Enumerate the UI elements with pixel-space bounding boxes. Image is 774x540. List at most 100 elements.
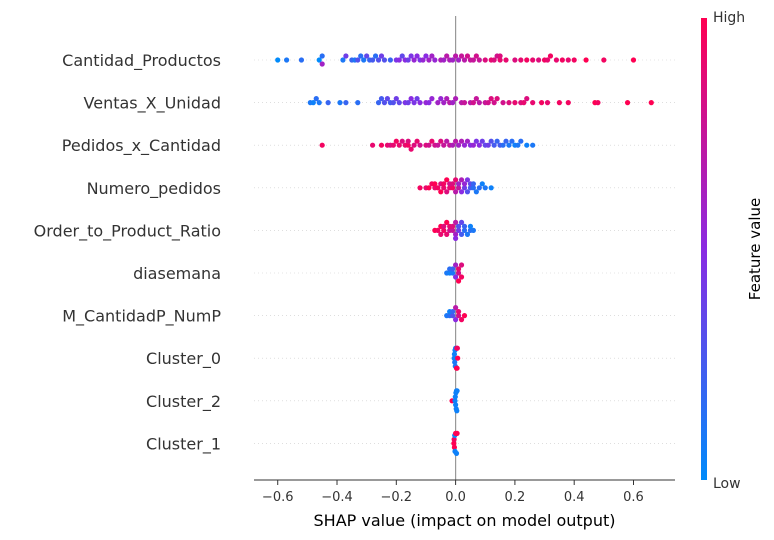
shap-point bbox=[461, 227, 468, 233]
shap-point bbox=[454, 408, 460, 414]
shap-point bbox=[441, 57, 447, 63]
shap-point bbox=[524, 96, 530, 102]
shap-point bbox=[455, 355, 461, 361]
x-ticks: −0.6 −0.4 −0.2 0.0 0.2 0.4 0.6 bbox=[262, 480, 644, 505]
shap-point bbox=[319, 61, 325, 67]
shap-point bbox=[396, 142, 402, 148]
shap-point bbox=[361, 57, 367, 63]
shap-point bbox=[450, 266, 456, 272]
shap-point bbox=[408, 53, 414, 59]
shap-point bbox=[476, 142, 482, 148]
shap-point bbox=[470, 227, 476, 233]
shap-point bbox=[476, 57, 482, 63]
shap-point bbox=[464, 177, 471, 183]
shap-point bbox=[426, 142, 432, 148]
shap-point bbox=[479, 181, 485, 187]
x-tick-label: −0.6 bbox=[262, 490, 294, 505]
shap-point bbox=[343, 53, 349, 59]
shap-point bbox=[503, 138, 509, 144]
shap-point bbox=[408, 146, 414, 152]
feature-label: Cantidad_Productos bbox=[62, 51, 221, 71]
shap-point bbox=[378, 96, 385, 102]
shap-point bbox=[565, 57, 571, 63]
shap-point bbox=[310, 100, 316, 106]
shap-point bbox=[441, 223, 447, 229]
shap-point bbox=[455, 227, 462, 233]
shap-point bbox=[571, 57, 577, 63]
shap-point bbox=[455, 270, 462, 276]
shap-point bbox=[455, 142, 462, 148]
x-tick-label: 0.4 bbox=[564, 490, 585, 505]
shap-point bbox=[319, 53, 325, 59]
shap-point bbox=[444, 138, 450, 144]
shap-point bbox=[451, 351, 458, 357]
shap-point bbox=[488, 96, 494, 102]
shap-point bbox=[399, 138, 405, 144]
shap-point bbox=[506, 142, 512, 148]
shap-point bbox=[451, 436, 457, 442]
shap-point bbox=[444, 177, 450, 183]
shap-point bbox=[378, 53, 385, 59]
shap-point bbox=[556, 100, 562, 106]
shap-point bbox=[455, 313, 462, 319]
shap-point bbox=[453, 189, 459, 195]
shap-point bbox=[494, 96, 500, 102]
shap-point bbox=[453, 219, 459, 225]
shap-point bbox=[319, 142, 325, 148]
shap-point bbox=[438, 231, 444, 237]
shap-point bbox=[405, 142, 411, 148]
shap-point bbox=[451, 355, 457, 361]
shap-point bbox=[583, 57, 589, 63]
shap-point bbox=[503, 57, 509, 63]
shap-point bbox=[461, 223, 468, 229]
shap-point bbox=[500, 142, 506, 148]
shap-point bbox=[414, 53, 420, 59]
shap-point bbox=[485, 100, 491, 106]
shap-point bbox=[524, 142, 530, 148]
shap-point bbox=[515, 142, 521, 148]
shap-point bbox=[390, 100, 396, 106]
shap-point bbox=[441, 100, 447, 106]
shap-point bbox=[381, 100, 388, 106]
shap-point bbox=[441, 142, 447, 148]
shap-point bbox=[476, 100, 482, 106]
shap-point bbox=[450, 227, 456, 233]
shap-point bbox=[512, 57, 518, 63]
shap-point bbox=[530, 57, 536, 63]
shap-point bbox=[455, 278, 462, 284]
shap-point bbox=[470, 181, 476, 187]
shap-point bbox=[355, 57, 361, 63]
shap-point bbox=[369, 142, 376, 148]
shap-point bbox=[429, 138, 435, 144]
shap-point bbox=[381, 57, 388, 63]
shap-point bbox=[453, 305, 459, 311]
shap-point bbox=[458, 274, 465, 280]
shap-point bbox=[470, 185, 476, 191]
shap-point bbox=[438, 189, 444, 195]
shap-point bbox=[375, 57, 382, 63]
shap-point bbox=[473, 96, 479, 102]
shap-point bbox=[420, 57, 426, 63]
colorbar-gradient bbox=[701, 18, 707, 480]
shap-point bbox=[450, 57, 456, 63]
shap-point bbox=[355, 100, 361, 106]
colorbar: High Low Feature value bbox=[701, 10, 764, 492]
shap-point bbox=[452, 359, 458, 365]
shap-point bbox=[521, 100, 527, 106]
shap-point bbox=[343, 100, 349, 106]
shap-point bbox=[426, 57, 432, 63]
shap-point bbox=[453, 138, 459, 144]
shap-point bbox=[423, 53, 429, 59]
shap-point bbox=[461, 181, 468, 187]
shap-point bbox=[441, 227, 447, 233]
shap-point bbox=[435, 142, 441, 148]
shap-point bbox=[393, 96, 399, 102]
shap-point bbox=[624, 100, 631, 106]
shap-point bbox=[450, 313, 456, 319]
shap-point bbox=[393, 138, 399, 144]
feature-label: diasemana bbox=[133, 264, 221, 283]
shap-point bbox=[316, 57, 322, 63]
shap-point bbox=[648, 100, 654, 106]
colorbar-title: Feature value bbox=[746, 198, 764, 300]
shap-point bbox=[476, 185, 482, 191]
